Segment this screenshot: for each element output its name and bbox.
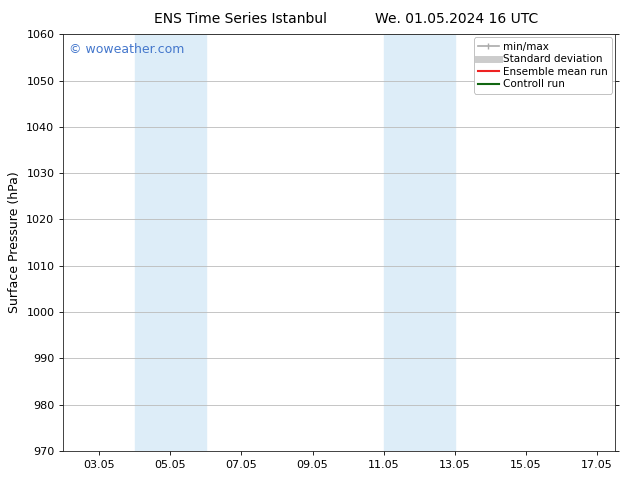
Y-axis label: Surface Pressure (hPa): Surface Pressure (hPa)	[8, 172, 21, 314]
Legend: min/max, Standard deviation, Ensemble mean run, Controll run: min/max, Standard deviation, Ensemble me…	[474, 37, 612, 94]
Text: © woweather.com: © woweather.com	[69, 43, 184, 56]
Bar	[384, 34, 455, 451]
Text: ENS Time Series Istanbul: ENS Time Series Istanbul	[155, 12, 327, 26]
Bar	[134, 34, 206, 451]
Text: We. 01.05.2024 16 UTC: We. 01.05.2024 16 UTC	[375, 12, 538, 26]
